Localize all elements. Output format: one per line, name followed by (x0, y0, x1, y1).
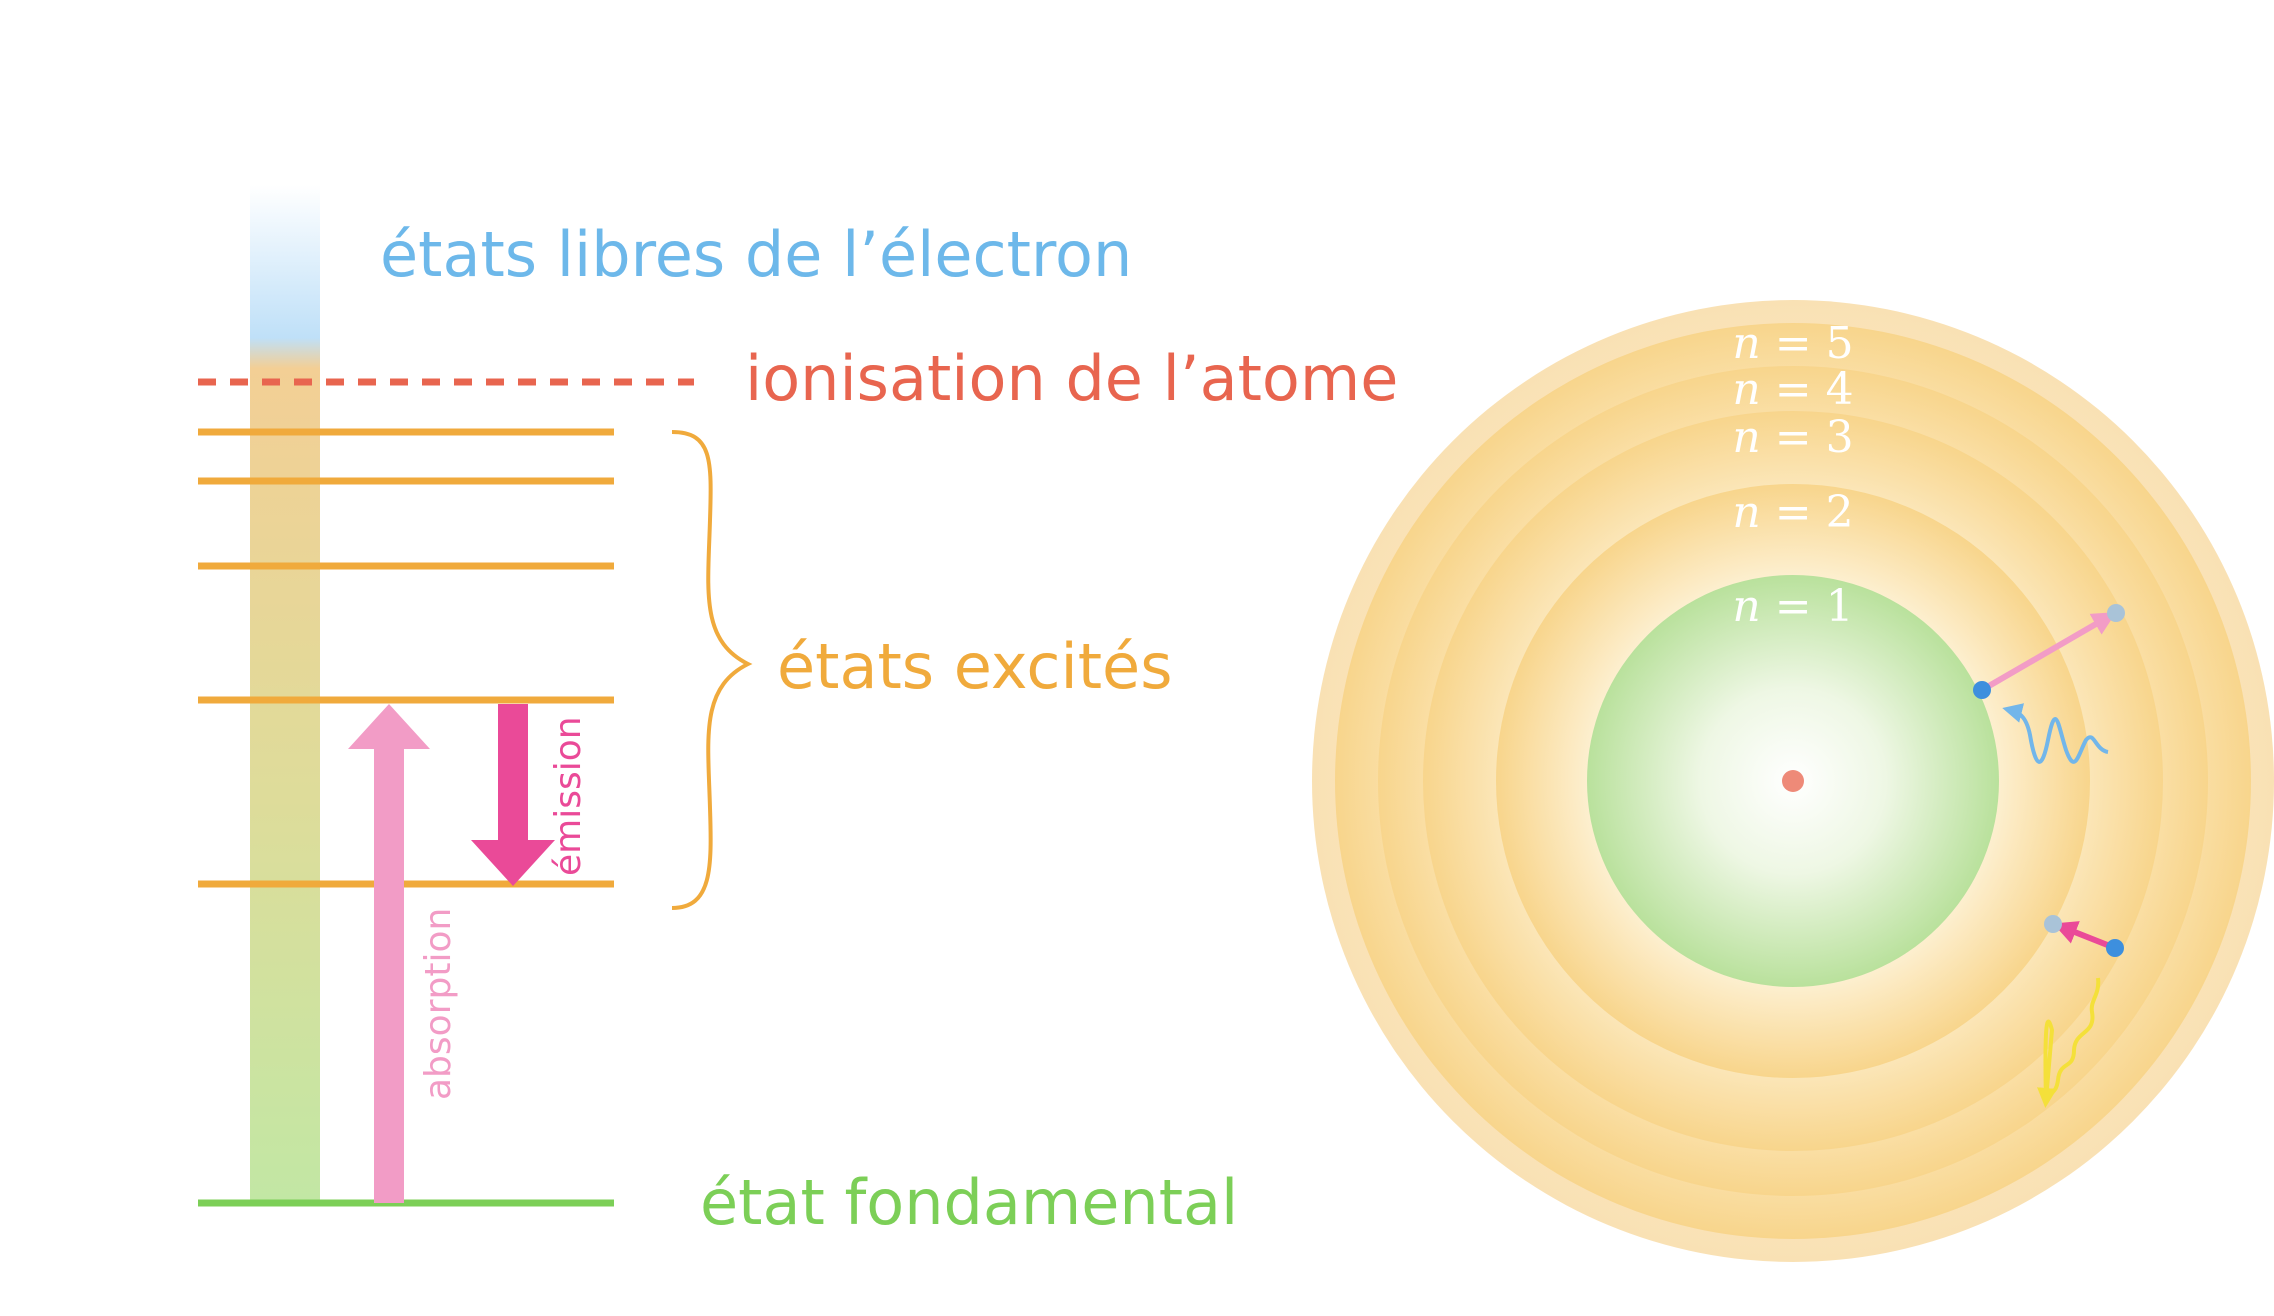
emission-label: émission (548, 716, 589, 876)
outgoing-photon-icon (2037, 977, 2101, 1108)
electron-ghost-icon-2 (2044, 915, 2062, 933)
electron-icon (1973, 681, 1991, 699)
nucleus-icon (1782, 770, 1804, 792)
shell-label-n2: n = 2 (1732, 487, 1853, 538)
ionization-label: ionisation de l’atome (745, 342, 1398, 415)
absorption-label: absorption (418, 908, 459, 1100)
electron-ghost-icon (2107, 604, 2125, 622)
excited-states-label: états excités (777, 630, 1173, 703)
shell-label-n1: n = 1 (1732, 581, 1853, 632)
shell-label-n3: n = 3 (1732, 412, 1853, 463)
ground-state-label: état fondamental (700, 1166, 1238, 1239)
excited-states-brace (671, 430, 753, 910)
electron-jump-arrow (1980, 612, 2117, 693)
free-states-label: états libres de l’électron (380, 218, 1132, 291)
incoming-photon-icon (2002, 703, 2109, 764)
shell-label-n5: n = 5 (1732, 318, 1853, 369)
electron-icon-2 (2106, 939, 2124, 957)
emission-arrow (471, 704, 555, 886)
shell-label-n4: n = 4 (1732, 364, 1853, 415)
energy-column (250, 185, 320, 1203)
electron-fall-arrow (2053, 921, 2117, 951)
absorption-arrow (348, 704, 430, 1203)
